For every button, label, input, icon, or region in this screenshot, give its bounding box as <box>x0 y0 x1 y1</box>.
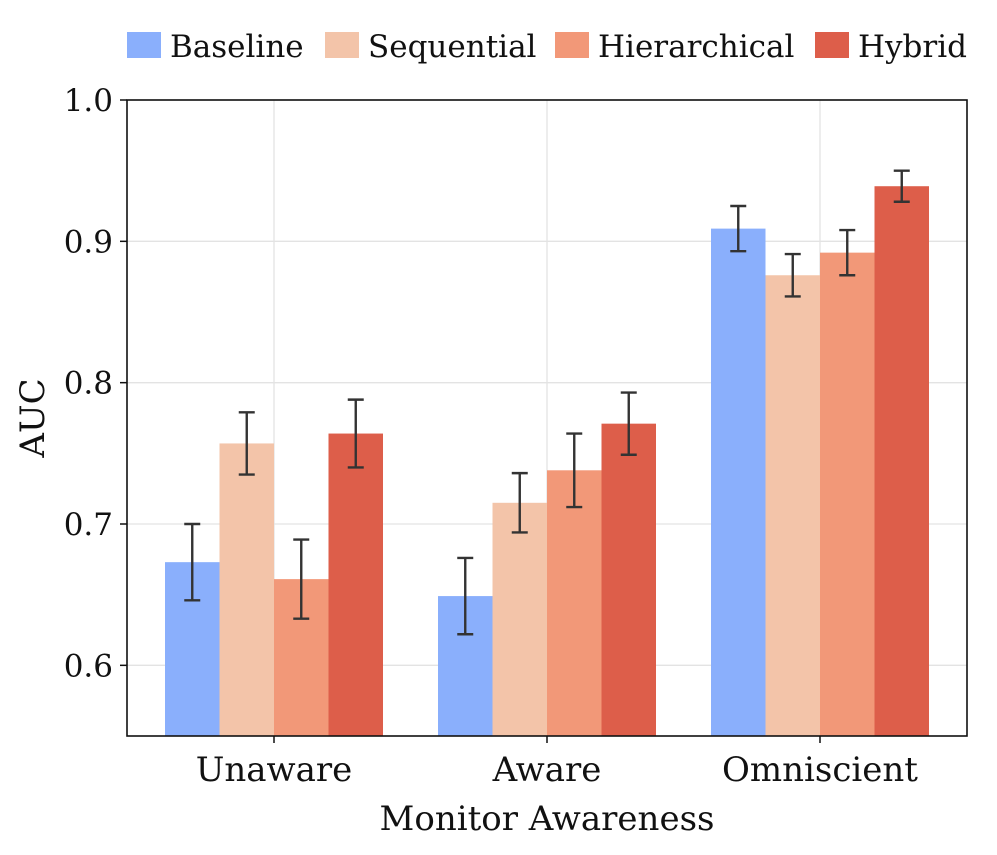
legend-label: Sequential <box>368 29 536 65</box>
x-axis-label: Monitor Awareness <box>380 799 715 839</box>
y-tick-label: 0.8 <box>64 366 113 402</box>
legend-swatch <box>325 32 359 58</box>
y-axis-label: AUC <box>13 378 53 458</box>
y-tick-label: 0.9 <box>64 224 113 260</box>
legend-swatch <box>127 32 161 58</box>
y-tick-label: 0.7 <box>64 507 113 543</box>
legend-swatch <box>555 32 589 58</box>
bar <box>547 470 602 736</box>
y-axis-ticks: 0.6 0.7 0.8 0.9 1.0 <box>64 83 127 684</box>
bar <box>601 423 656 736</box>
bar <box>328 433 383 736</box>
bar <box>874 186 929 737</box>
x-tick-label: Aware <box>492 750 602 790</box>
bar <box>219 443 274 736</box>
legend-label: Hierarchical <box>598 29 794 65</box>
legend-item: Hierarchical <box>555 29 794 65</box>
y-tick-label: 0.6 <box>64 648 113 684</box>
legend-item: Hybrid <box>815 29 967 65</box>
bar <box>765 275 820 736</box>
x-axis-ticks: Unaware Aware Omniscient <box>196 736 918 790</box>
legend-label: Hybrid <box>858 29 967 65</box>
legend-label: Baseline <box>170 29 304 65</box>
legend-swatch <box>815 32 849 58</box>
y-tick-label: 1.0 <box>64 83 113 119</box>
legend: Baseline Sequential Hierarchical Hybrid <box>127 29 967 65</box>
x-tick-label: Omniscient <box>722 750 918 790</box>
error-bars <box>184 169 910 636</box>
legend-item: Sequential <box>325 29 536 65</box>
bars <box>165 186 929 737</box>
legend-item: Baseline <box>127 29 304 65</box>
bar <box>820 252 875 736</box>
x-tick-label: Unaware <box>196 750 353 790</box>
bar <box>711 228 766 736</box>
bar <box>492 502 547 736</box>
